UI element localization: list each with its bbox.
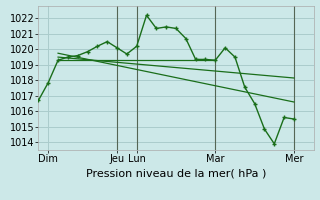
X-axis label: Pression niveau de la mer( hPa ): Pression niveau de la mer( hPa ) [86, 168, 266, 178]
